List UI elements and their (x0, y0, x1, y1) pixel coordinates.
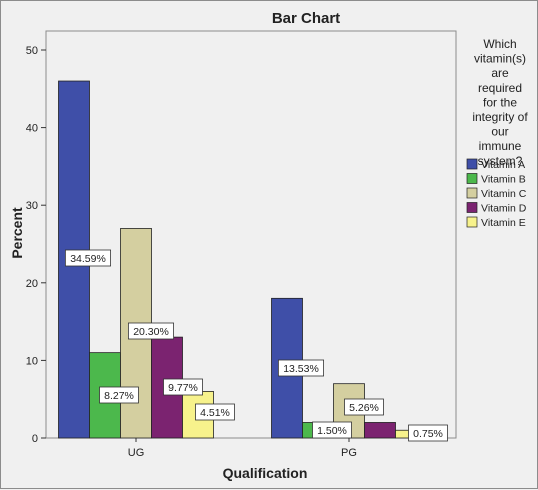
legend-title-line: immune (479, 139, 522, 153)
legend-swatch (466, 216, 478, 228)
data-label: 9.77% (163, 378, 203, 396)
legend-title-line: integrity of (472, 110, 528, 124)
legend-title-line: vitamin(s) (474, 52, 526, 66)
bar-vitamin-d-pg (364, 422, 396, 439)
legend-item-vitamin-c: Vitamin C (466, 187, 527, 200)
y-tick-label: 40 (26, 123, 38, 135)
data-label-box (312, 421, 352, 439)
legend-label: Vitamin B (481, 174, 526, 186)
legend-label: Vitamin D (481, 203, 527, 215)
y-tick-label: 50 (26, 45, 38, 57)
y-tick-label: 10 (26, 355, 38, 367)
data-label-box (277, 359, 324, 377)
legend-swatch (466, 187, 478, 199)
legend-title-line: Which (483, 37, 516, 51)
legend-title-line: for the (483, 95, 517, 109)
data-label-text: 13.53% (283, 363, 319, 375)
legend-item-vitamin-a: Vitamin A (466, 158, 525, 171)
data-label: 8.27% (99, 386, 139, 404)
x-axis-label: Qualification (223, 465, 308, 481)
y-tick-label: 30 (26, 200, 38, 212)
data-label-text: 8.27% (104, 390, 134, 402)
legend-title-line: are (491, 66, 509, 80)
legend-label: Vitamin A (481, 159, 525, 171)
data-label-text: 1.50% (317, 425, 347, 437)
data-label-text: 34.59% (70, 253, 106, 265)
legend-title-line: our (491, 125, 508, 139)
legend-swatch (466, 202, 478, 213)
data-label-text: 4.51% (200, 407, 230, 419)
data-label-box (163, 378, 203, 396)
data-label-box (344, 398, 384, 416)
legend-label: Vitamin C (481, 188, 527, 200)
legend-item-vitamin-d: Vitamin D (466, 202, 527, 215)
x-axis: UG PG (128, 438, 357, 459)
legend-item-vitamin-b: Vitamin B (466, 173, 526, 186)
data-label-text: 0.75% (413, 428, 443, 440)
legend-title-line: system? (478, 154, 523, 168)
legend-swatch (466, 173, 478, 184)
x-tick-label: PG (341, 447, 357, 459)
y-axis: 0 10 20 30 40 50 (26, 45, 46, 445)
legend-label: Vitamin E (481, 217, 526, 229)
data-label: 0.75% (408, 424, 448, 442)
chart-title: Bar Chart (272, 10, 340, 27)
data-label-box (195, 403, 235, 421)
data-label-box (128, 322, 175, 340)
y-tick-label: 20 (26, 278, 38, 290)
legend-swatch (466, 158, 478, 170)
data-labels-group: 34.59% 13.53% 8.27% 1.50% 20.30% 5.26% 9.77% 4.… (65, 249, 448, 442)
data-label-box (408, 424, 448, 442)
legend-title-line: required (478, 81, 522, 95)
data-label: 13.53% (277, 359, 324, 377)
data-label: 4.51% (195, 403, 235, 421)
y-tick-label: 0 (32, 433, 38, 445)
data-label: 1.50% (312, 421, 352, 439)
x-tick-label: UG (128, 447, 145, 459)
data-label: 20.30% (128, 322, 175, 340)
data-label-box (65, 249, 112, 267)
data-label-text: 9.77% (168, 382, 198, 394)
legend-item-vitamin-e: Vitamin E (466, 216, 526, 229)
data-label: 34.59% (65, 249, 112, 267)
data-label-text: 20.30% (133, 326, 169, 338)
y-axis-label: Percent (9, 207, 25, 259)
data-label-box (99, 386, 139, 404)
data-label-text: 5.26% (349, 402, 379, 414)
data-label: 5.26% (344, 398, 384, 416)
